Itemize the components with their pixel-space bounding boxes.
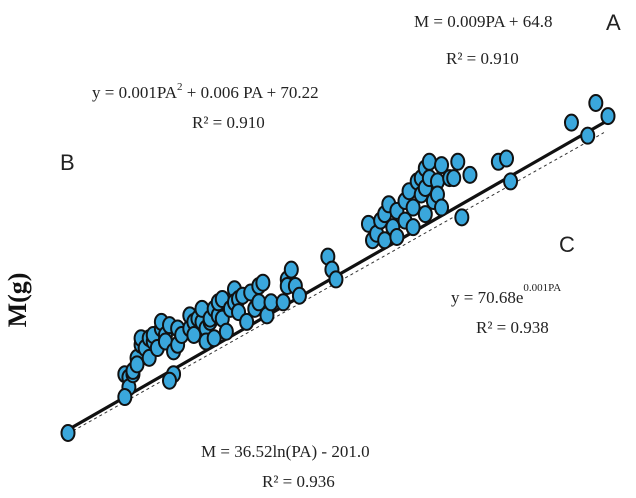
panel-letter-c: C <box>559 232 575 257</box>
data-point-103 <box>498 149 514 168</box>
data-points <box>60 94 616 442</box>
data-point-52 <box>239 312 255 331</box>
equation-d-line1: M = 36.52ln(PA) - 201.0 <box>201 442 370 461</box>
data-point-95 <box>434 156 450 175</box>
data-point-82 <box>405 218 421 237</box>
equation-b-sup: 2 <box>177 81 183 93</box>
equation-c-sup: 0.001PA <box>523 282 561 294</box>
data-point-90 <box>421 152 437 171</box>
equation-a-line1: M = 0.009PA + 64.8 <box>414 12 553 31</box>
equation-c-r2: R² = 0.938 <box>476 318 549 337</box>
panel-letter-b: B <box>60 150 75 175</box>
data-point-40 <box>206 329 222 348</box>
equation-d-r2: R² = 0.936 <box>262 472 335 491</box>
data-point-0 <box>60 424 76 442</box>
data-point-68 <box>328 270 344 289</box>
data-point-107 <box>588 94 604 112</box>
equation-b-rest: + 0.006 PA + 70.22 <box>183 83 319 102</box>
data-point-45 <box>218 322 234 341</box>
panel-letter-a: A <box>606 10 621 35</box>
data-point-78 <box>389 227 405 246</box>
data-point-96 <box>434 198 450 217</box>
equation-b-main: y = 0.001PA <box>92 83 178 102</box>
data-point-5 <box>117 388 133 407</box>
data-point-31 <box>186 325 202 344</box>
data-point-8 <box>129 355 145 374</box>
data-point-59 <box>263 293 279 312</box>
data-point-105 <box>563 113 579 132</box>
data-point-108 <box>600 107 616 126</box>
equation-b-line1: y = 0.001PA2 + 0.006 PA + 70.22 <box>92 81 319 102</box>
data-point-106 <box>580 126 596 145</box>
data-point-98 <box>446 169 462 188</box>
data-point-104 <box>503 172 519 191</box>
data-point-65 <box>291 286 307 305</box>
data-point-63 <box>283 260 299 279</box>
equation-b-r2: R² = 0.910 <box>192 113 265 132</box>
data-point-100 <box>454 208 470 227</box>
equation-c-line1: y = 70.68e0.001PA <box>451 282 561 307</box>
equation-c-main: y = 70.68e <box>451 288 523 307</box>
data-point-83 <box>405 198 421 217</box>
data-point-24 <box>162 371 178 390</box>
data-point-57 <box>255 273 271 292</box>
data-point-60 <box>275 293 291 312</box>
data-point-99 <box>450 152 466 171</box>
data-point-87 <box>417 205 433 224</box>
y-axis-label: M(g) <box>3 273 32 328</box>
equation-a-r2: R² = 0.910 <box>446 49 519 68</box>
data-point-101 <box>462 165 478 184</box>
